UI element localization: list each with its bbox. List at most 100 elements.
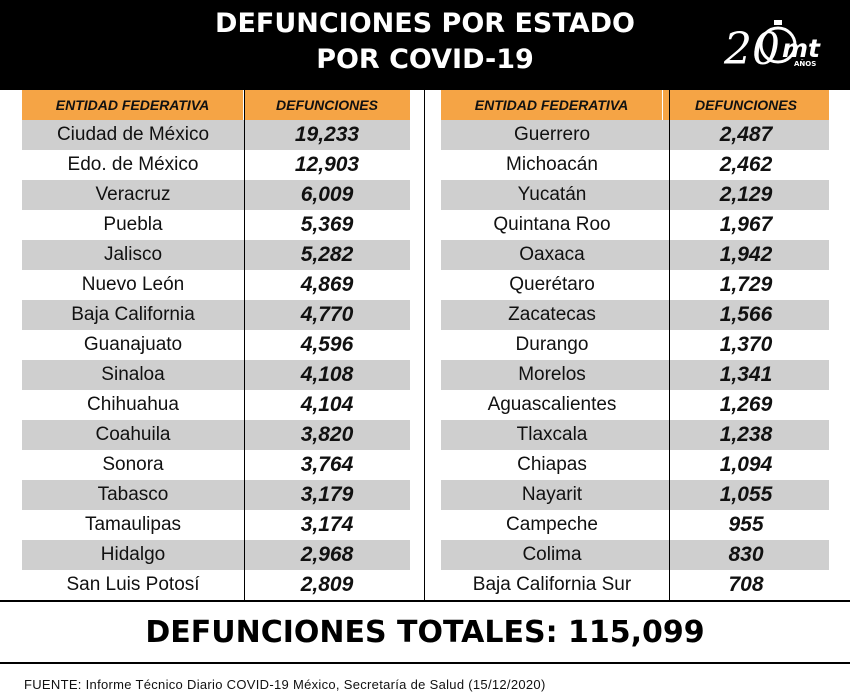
table-row: Hidalgo 2,968 bbox=[22, 540, 410, 570]
table-row: Ciudad de México 19,233 bbox=[22, 120, 410, 150]
state-name: Sonora bbox=[102, 454, 164, 475]
header-bar bbox=[0, 0, 850, 90]
death-count: 1,269 bbox=[719, 393, 773, 416]
death-count: 4,770 bbox=[300, 303, 354, 326]
death-count: 2,968 bbox=[300, 543, 354, 566]
divider-line bbox=[0, 662, 850, 664]
page-subtitle: POR COVID-19 bbox=[316, 44, 534, 75]
state-name: Coahuila bbox=[95, 424, 171, 445]
state-name: Hidalgo bbox=[100, 544, 166, 565]
table-row: Tamaulipas 3,174 bbox=[22, 510, 410, 540]
death-count: 2,129 bbox=[719, 183, 773, 206]
column-divider bbox=[669, 90, 670, 600]
table-row: Veracruz 6,009 bbox=[22, 180, 410, 210]
table-row: Durango 1,370 bbox=[441, 330, 829, 360]
table-row: Baja California 4,770 bbox=[22, 300, 410, 330]
state-name: Nayarit bbox=[521, 484, 583, 505]
table-row: Querétaro 1,729 bbox=[441, 270, 829, 300]
state-name: Querétaro bbox=[509, 274, 595, 295]
table-row: Chihuahua 4,104 bbox=[22, 390, 410, 420]
state-name: San Luis Potosí bbox=[66, 574, 200, 595]
header-entity: ENTIDAD FEDERATIVA bbox=[22, 90, 244, 120]
table-row: Oaxaca 1,942 bbox=[441, 240, 829, 270]
state-name: Baja California Sur bbox=[472, 574, 632, 595]
death-count: 6,009 bbox=[300, 183, 354, 206]
state-name: Ciudad de México bbox=[56, 124, 210, 145]
death-count: 5,282 bbox=[300, 243, 354, 266]
death-count: 1,566 bbox=[719, 303, 773, 326]
table-row: Edo. de México 12,903 bbox=[22, 150, 410, 180]
state-name: Tamaulipas bbox=[84, 514, 182, 535]
state-name: Puebla bbox=[103, 214, 163, 235]
state-name: Zacatecas bbox=[508, 304, 596, 325]
table-row: Jalisco 5,282 bbox=[22, 240, 410, 270]
table-row: Campeche 955 bbox=[441, 510, 829, 540]
death-count: 1,942 bbox=[719, 243, 773, 266]
header-entity: ENTIDAD FEDERATIVA bbox=[441, 90, 663, 120]
table-row: Coahuila 3,820 bbox=[22, 420, 410, 450]
header-deaths: DEFUNCIONES bbox=[276, 97, 378, 113]
table-row: Chiapas 1,094 bbox=[441, 450, 829, 480]
table-row: Quintana Roo 1,967 bbox=[441, 210, 829, 240]
death-count: 19,233 bbox=[294, 123, 360, 146]
header-deaths: DEFUNCIONES bbox=[695, 97, 797, 113]
state-name: Chiapas bbox=[517, 454, 587, 475]
table-row: Guanajuato 4,596 bbox=[22, 330, 410, 360]
death-count: 1,341 bbox=[719, 363, 773, 386]
death-count: 12,903 bbox=[294, 153, 360, 176]
death-count: 708 bbox=[728, 573, 764, 596]
state-name: Chihuahua bbox=[87, 394, 179, 415]
table-row: Sinaloa 4,108 bbox=[22, 360, 410, 390]
state-name: Baja California bbox=[71, 304, 195, 325]
table-row: Michoacán 2,462 bbox=[441, 150, 829, 180]
table-row: Nuevo León 4,869 bbox=[22, 270, 410, 300]
source-note: FUENTE: Informe Técnico Diario COVID-19 … bbox=[24, 677, 546, 692]
table-row: Aguascalientes 1,269 bbox=[441, 390, 829, 420]
table-row: Guerrero 2,487 bbox=[441, 120, 829, 150]
death-count: 1,238 bbox=[719, 423, 773, 446]
death-count: 2,487 bbox=[719, 123, 773, 146]
death-count: 3,174 bbox=[300, 513, 354, 536]
death-count: 3,179 bbox=[300, 483, 354, 506]
state-name: Quintana Roo bbox=[493, 214, 611, 235]
table-row: Baja California Sur 708 bbox=[441, 570, 829, 600]
death-count: 955 bbox=[728, 513, 764, 536]
table-row: Sonora 3,764 bbox=[22, 450, 410, 480]
table-row: Zacatecas 1,566 bbox=[441, 300, 829, 330]
logo-brand: mt bbox=[782, 34, 821, 63]
state-name: Colima bbox=[522, 544, 582, 565]
death-count: 830 bbox=[728, 543, 764, 566]
state-name: Veracruz bbox=[95, 184, 171, 205]
death-count: 2,809 bbox=[300, 573, 354, 596]
page-title: DEFUNCIONES POR ESTADO bbox=[215, 8, 635, 39]
table-row: San Luis Potosí 2,809 bbox=[22, 570, 410, 600]
table-row: Nayarit 1,055 bbox=[441, 480, 829, 510]
deaths-table-right: ENTIDAD FEDERATIVA DEFUNCIONES Guerrero 2… bbox=[441, 90, 829, 600]
logo-number: 20 bbox=[723, 24, 780, 74]
table-row: Colima 830 bbox=[441, 540, 829, 570]
death-count: 4,104 bbox=[300, 393, 354, 416]
table-row: Puebla 5,369 bbox=[22, 210, 410, 240]
table-row: Morelos 1,341 bbox=[441, 360, 829, 390]
table-header-left: ENTIDAD FEDERATIVA DEFUNCIONES bbox=[22, 90, 410, 120]
state-name: Yucatán bbox=[517, 184, 587, 205]
state-name: Aguascalientes bbox=[487, 394, 617, 415]
table-row: Yucatán 2,129 bbox=[441, 180, 829, 210]
state-name: Tabasco bbox=[97, 484, 169, 505]
column-divider bbox=[244, 90, 245, 600]
death-count: 2,462 bbox=[719, 153, 773, 176]
total-deaths: DEFUNCIONES TOTALES: 115,099 bbox=[145, 615, 705, 650]
death-count: 5,369 bbox=[300, 213, 354, 236]
state-name: Nuevo León bbox=[81, 274, 185, 295]
death-count: 4,596 bbox=[300, 333, 354, 356]
state-name: Michoacán bbox=[506, 154, 598, 175]
state-name: Oaxaca bbox=[519, 244, 585, 265]
divider-line bbox=[0, 600, 850, 602]
death-count: 1,729 bbox=[719, 273, 773, 296]
death-count: 3,764 bbox=[300, 453, 354, 476]
state-name: Guerrero bbox=[513, 124, 591, 145]
state-name: Campeche bbox=[506, 514, 598, 535]
mediotiempo-20-logo: 20 mt AÑOS bbox=[723, 20, 821, 74]
table-row: Tabasco 3,179 bbox=[22, 480, 410, 510]
state-name: Sinaloa bbox=[101, 364, 165, 385]
